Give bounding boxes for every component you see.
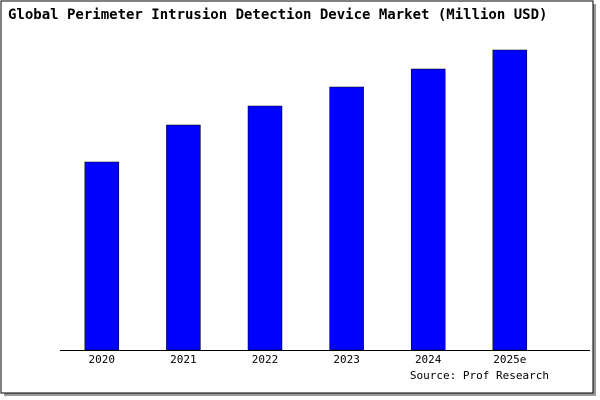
bar (84, 161, 120, 351)
bar (410, 68, 446, 351)
bar (329, 86, 364, 351)
x-tick-label: 2024 (415, 353, 442, 366)
x-tick-label: 2020 (89, 353, 116, 366)
x-tick-label: 2023 (333, 353, 360, 366)
x-tick-label: 2025e (493, 353, 526, 366)
bar (492, 49, 528, 351)
x-tick-label: 2021 (170, 353, 197, 366)
bar (247, 105, 283, 351)
source-note: Source: Prof Research (410, 369, 549, 382)
x-tick-label: 2022 (252, 353, 279, 366)
chart-title: Global Perimeter Intrusion Detection Dev… (8, 7, 547, 23)
bar (166, 124, 201, 351)
